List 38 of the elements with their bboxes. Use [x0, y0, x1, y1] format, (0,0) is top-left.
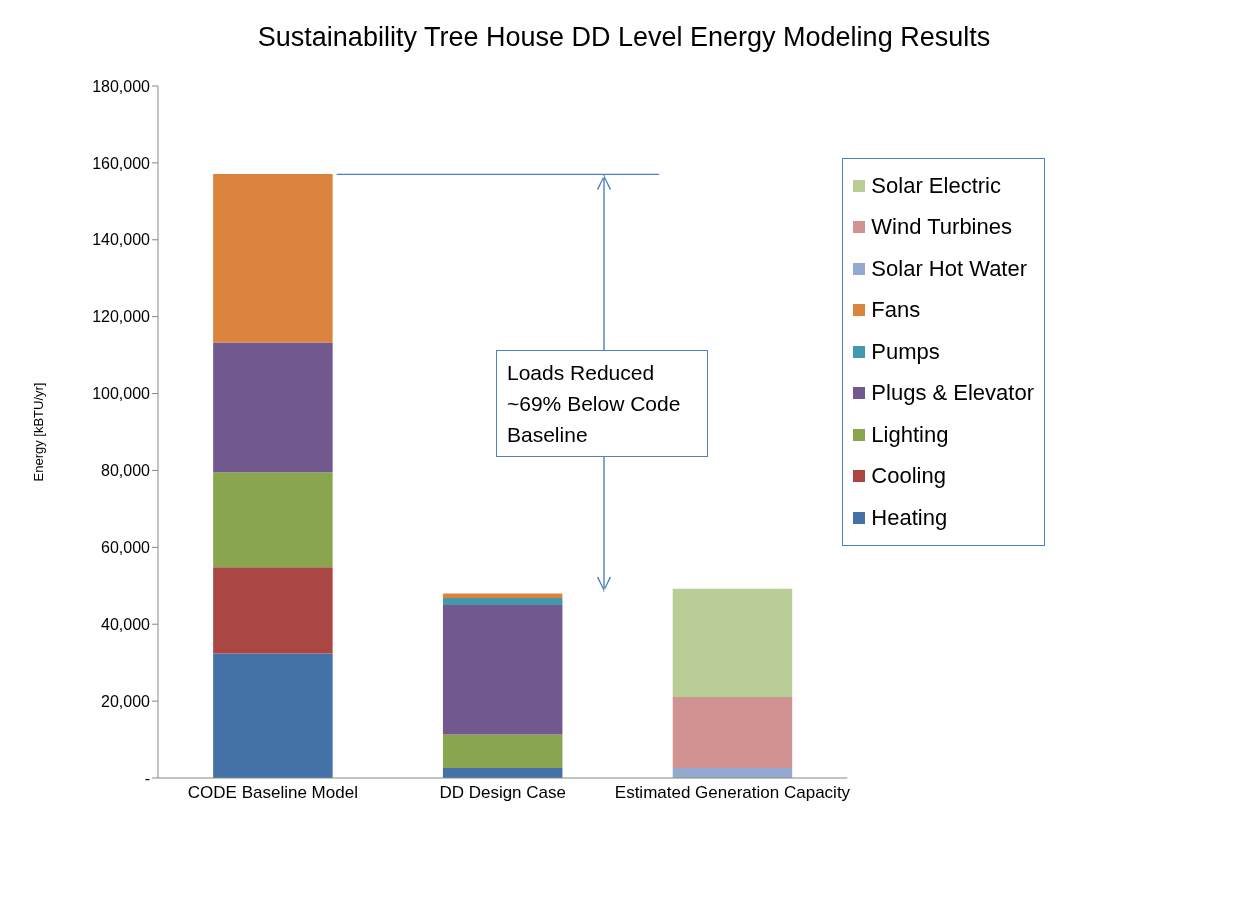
y-axis-title: Energy [kBTU/yr] [30, 382, 46, 482]
bar [213, 472, 333, 568]
legend-label: Wind Turbines [871, 214, 1012, 241]
bar [442, 598, 563, 605]
legend-label: Plugs & Elevator [871, 380, 1034, 407]
y-tick-label: 80,000 [101, 462, 151, 480]
x-tick-label: DD Design Case [439, 783, 566, 803]
legend-label: Cooling [871, 463, 946, 490]
y-tick-label: 20,000 [101, 692, 151, 710]
legend-label: Solar Hot Water [871, 255, 1028, 282]
x-tick-label: Estimated Generation Capacity [614, 783, 851, 803]
legend-label: Heating [871, 504, 948, 531]
bar [442, 768, 563, 778]
y-tick-label: 40,000 [101, 615, 151, 633]
bar [672, 768, 793, 778]
bar [213, 342, 333, 473]
annotation: Loads Reduced ~69% Below Code Baseline [496, 349, 708, 457]
bar [442, 734, 563, 768]
y-tick-label: 180,000 [92, 77, 151, 95]
chart-title: Sustainability Tree House DD Level Energy Modeling Results [256, 22, 992, 53]
bar [672, 588, 793, 697]
bar [213, 174, 333, 343]
x-tick-label: CODE Baseline Model [187, 783, 358, 803]
bar [442, 593, 563, 599]
legend-label: Pumps [871, 338, 940, 365]
legend-label: Lighting [871, 421, 949, 448]
y-tick-label: 100,000 [92, 385, 151, 403]
bar [672, 696, 793, 768]
y-tick-label: 160,000 [92, 154, 151, 172]
y-tick-label: 120,000 [92, 308, 151, 326]
y-tick-label: 140,000 [92, 231, 151, 249]
legend-label: Solar Electric [871, 172, 1001, 199]
legend-label: Fans [871, 297, 921, 324]
y-tick-label: - [144, 769, 150, 787]
bar [442, 605, 563, 735]
bar [213, 653, 333, 778]
bar [213, 567, 333, 654]
y-tick-label: 60,000 [101, 539, 151, 557]
